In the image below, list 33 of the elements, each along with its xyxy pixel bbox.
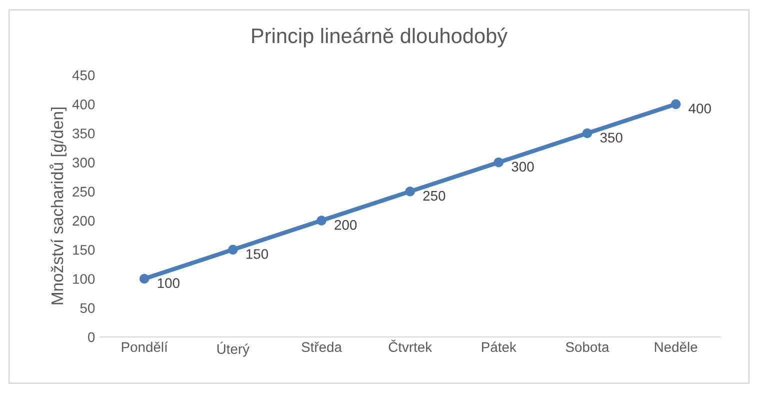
point	[405, 186, 415, 196]
y-tick-label: 450	[72, 70, 95, 80]
point	[582, 128, 592, 138]
y-tick-label: 200	[72, 216, 95, 226]
y-tick-label: 250	[72, 186, 95, 197]
data-label: 250	[423, 190, 446, 201]
y-tick-label: 350	[72, 128, 95, 138]
y-axis-title: Množství sacharidů [g/den]	[50, 108, 66, 304]
x-tick-label: Úterý	[217, 342, 250, 357]
data-label: 350	[600, 132, 622, 143]
y-tick-label: 300	[72, 158, 95, 168]
y-tick-label: 150	[73, 244, 95, 255]
point	[139, 274, 150, 284]
data-label: 100	[158, 278, 180, 288]
data-label: 150	[246, 249, 268, 259]
point	[228, 244, 238, 254]
y-tick-label: 50	[80, 303, 95, 314]
point	[670, 99, 681, 110]
x-tick-label: Neděle	[654, 342, 698, 352]
x-tick-label: Čtvrtek	[388, 340, 432, 352]
data-label: 300	[512, 162, 534, 172]
point	[316, 216, 326, 226]
y-tick-label: 0	[88, 332, 95, 342]
x-tick-label: Pátek	[482, 342, 516, 352]
data-label: 200	[334, 220, 357, 230]
chart-title: Princip lineárně dlouhodobý	[252, 28, 508, 48]
point	[494, 157, 504, 168]
x-tick-label: Sobota	[566, 342, 610, 352]
data-label: 400	[688, 104, 711, 114]
x-tick-label: Pondělí	[122, 342, 168, 352]
x-tick-label: Středa	[302, 342, 342, 352]
y-tick-label: 400	[72, 99, 95, 110]
y-tick-label: 100	[73, 274, 95, 284]
